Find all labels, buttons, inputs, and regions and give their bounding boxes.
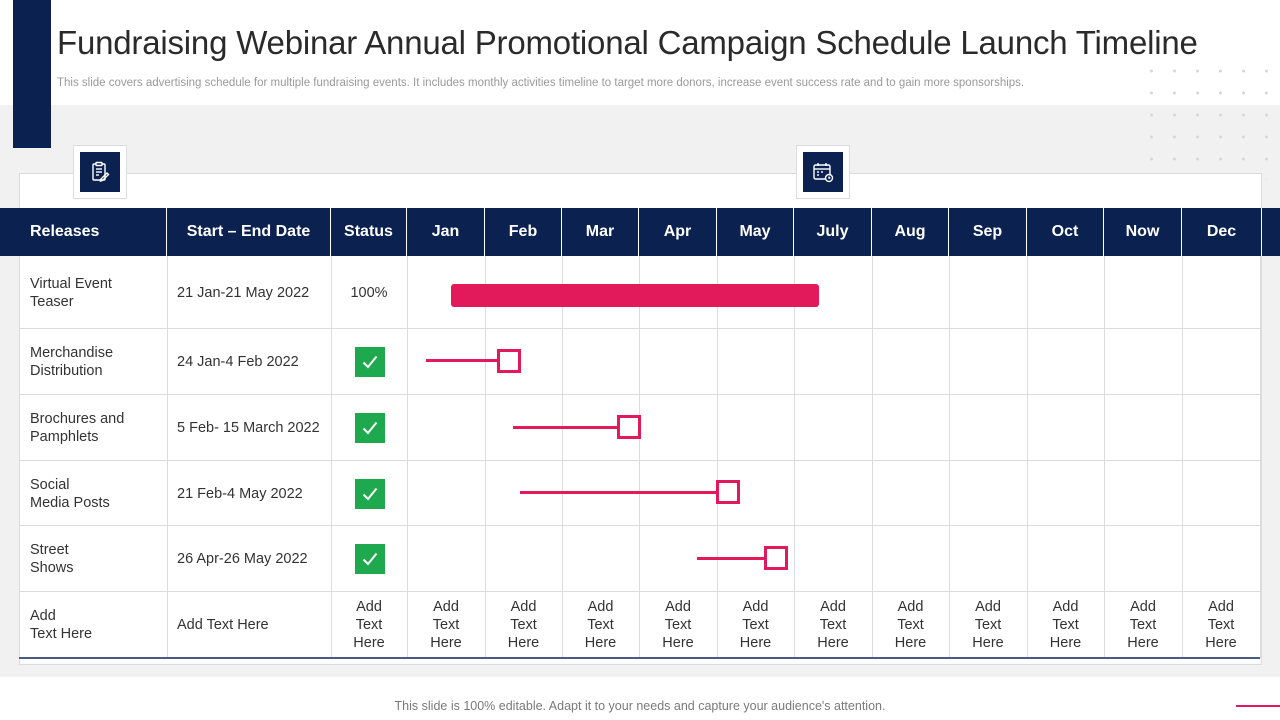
gantt-line-street-shows bbox=[697, 557, 767, 560]
gantt-line-brochures-pamphlets bbox=[513, 426, 619, 429]
table-row bbox=[19, 461, 1260, 526]
column-header-aug: Aug bbox=[872, 208, 949, 256]
column-divider bbox=[331, 256, 332, 658]
column-divider bbox=[19, 256, 20, 658]
column-header-may: May bbox=[717, 208, 794, 256]
column-header-dec: Dec bbox=[1182, 208, 1262, 256]
placeholder-cell: Add Text Here bbox=[430, 598, 462, 651]
column-divider bbox=[872, 256, 873, 658]
table-header-row bbox=[0, 208, 1280, 256]
placeholder-cell: Add Text Here bbox=[1205, 598, 1237, 651]
footer-accent-line bbox=[1236, 705, 1280, 707]
column-divider bbox=[1027, 256, 1028, 658]
checkmark-icon bbox=[355, 347, 385, 377]
checkmark-icon bbox=[355, 413, 385, 443]
status-value: 100% bbox=[350, 284, 388, 301]
release-dates: 21 Jan-21 May 2022 bbox=[177, 284, 310, 301]
column-header-now: Now bbox=[1104, 208, 1182, 256]
column-divider bbox=[949, 256, 950, 658]
gantt-end-marker-street-shows bbox=[764, 546, 788, 570]
placeholder-cell: Add Text Here bbox=[972, 598, 1004, 651]
column-divider bbox=[717, 256, 718, 658]
placeholder-cell: Add Text Here bbox=[817, 598, 849, 651]
column-header-july: July bbox=[794, 208, 872, 256]
checkmark-icon bbox=[355, 544, 385, 574]
table-bottom-rule bbox=[19, 657, 1260, 659]
column-divider bbox=[794, 256, 795, 658]
column-divider bbox=[1182, 256, 1183, 658]
release-dates: 24 Jan-4 Feb 2022 bbox=[177, 354, 299, 370]
table-row bbox=[19, 526, 1260, 592]
column-divider bbox=[1104, 256, 1105, 658]
release-dates: 26 Apr-26 May 2022 bbox=[177, 551, 308, 567]
release-name: Social Media Posts bbox=[30, 476, 110, 511]
column-divider bbox=[407, 256, 408, 658]
gantt-bar-virtual-event-teaser bbox=[451, 284, 819, 307]
column-header-sep: Sep bbox=[949, 208, 1027, 256]
document-icon-frame bbox=[73, 145, 127, 199]
column-header-status: Status bbox=[331, 208, 407, 256]
page-title: Fundraising Webinar Annual Promotional C… bbox=[57, 24, 1198, 61]
calendar-clock-icon bbox=[803, 152, 843, 192]
column-header-mar: Mar bbox=[562, 208, 639, 256]
column-divider bbox=[167, 256, 168, 658]
release-dates: 5 Feb- 15 March 2022 bbox=[177, 420, 320, 436]
gantt-end-marker-merchandise-distribution bbox=[497, 349, 521, 373]
table-row bbox=[19, 256, 1260, 329]
placeholder-cell: Add Text Here bbox=[507, 598, 540, 651]
table-row bbox=[19, 329, 1260, 395]
column-header-feb: Feb bbox=[485, 208, 562, 256]
table-row bbox=[19, 395, 1260, 461]
document-edit-icon bbox=[80, 152, 120, 192]
placeholder-cell: Add Text Here bbox=[894, 598, 927, 651]
release-name: Merchandise Distribution bbox=[30, 345, 114, 379]
table-body bbox=[19, 256, 1260, 658]
placeholder-cell: Add Text Here bbox=[739, 598, 772, 651]
placeholder-cell: Add Text Here bbox=[1127, 598, 1159, 651]
decorative-dot-grid bbox=[1140, 60, 1270, 180]
accent-bar bbox=[13, 0, 51, 148]
placeholder-cell: Add Text Here bbox=[662, 598, 694, 651]
column-header-releases: Releases bbox=[19, 208, 167, 256]
column-divider bbox=[485, 256, 486, 658]
page-subtitle: This slide covers advertising schedule f… bbox=[57, 77, 1025, 89]
column-divider bbox=[1260, 256, 1261, 658]
footer-note: This slide is 100% editable. Adapt it to… bbox=[394, 699, 886, 713]
column-header-start-end-date: Start – End Date bbox=[167, 208, 331, 256]
release-name: Brochures and Pamphlets bbox=[30, 411, 125, 445]
gantt-end-marker-social-media-posts bbox=[716, 480, 740, 504]
placeholder-release: Add Text Here bbox=[30, 607, 93, 642]
column-divider bbox=[639, 256, 640, 658]
placeholder-dates: Add Text Here bbox=[177, 616, 269, 633]
placeholder-cell: Add Text Here bbox=[1049, 598, 1082, 651]
gantt-line-merchandise-distribution bbox=[426, 359, 500, 362]
column-divider bbox=[562, 256, 563, 658]
checkmark-icon bbox=[355, 478, 385, 509]
gantt-line-social-media-posts bbox=[520, 491, 718, 494]
column-header-oct: Oct bbox=[1027, 208, 1104, 256]
gantt-end-marker-brochures-pamphlets bbox=[617, 415, 641, 439]
calendar-icon-frame bbox=[796, 145, 850, 199]
column-header-jan: Jan bbox=[407, 208, 485, 256]
release-name: Street Shows bbox=[30, 542, 74, 576]
release-dates: 21 Feb-4 May 2022 bbox=[177, 485, 303, 502]
placeholder-cell: Add Text Here bbox=[584, 598, 617, 651]
release-name: Virtual Event Teaser bbox=[30, 275, 112, 310]
placeholder-cell: Add Text Here bbox=[353, 598, 385, 651]
column-header-apr: Apr bbox=[639, 208, 717, 256]
